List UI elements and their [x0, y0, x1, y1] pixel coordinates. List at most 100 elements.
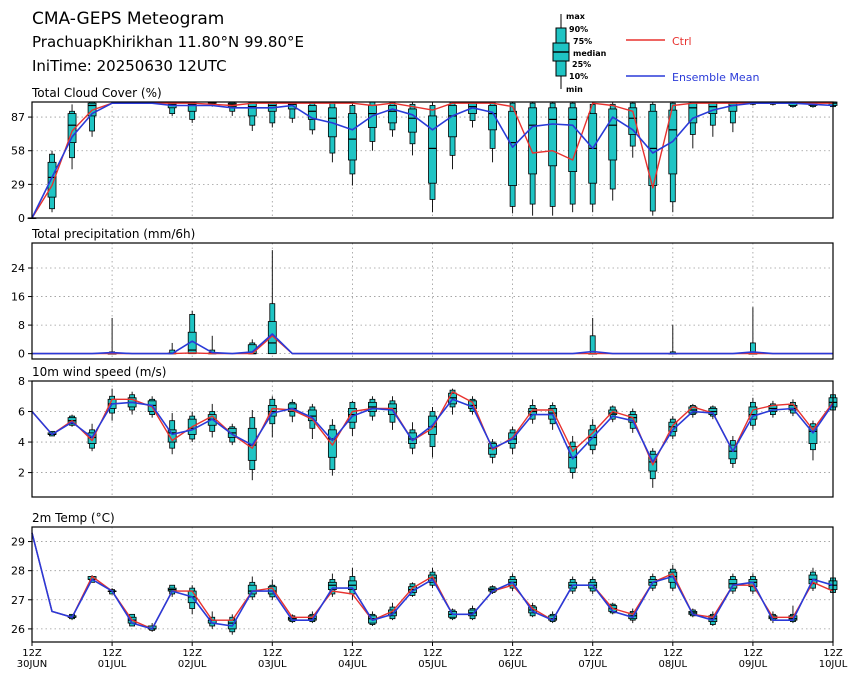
y-tick-label: 4: [18, 436, 25, 449]
y-tick-label: 2: [18, 467, 25, 480]
x-tick-hour-label: 12Z: [182, 648, 202, 659]
box-inner: [428, 115, 437, 184]
box-plot: [608, 102, 618, 201]
panel-precip: 0 8 16 24 Total precipitation (mm/6h): [11, 227, 834, 361]
box-plot: [528, 102, 538, 216]
x-tick-hour-label: 12Z: [743, 648, 763, 659]
x-tick-date-label: 10JUL: [819, 659, 848, 670]
box-inner: [528, 107, 538, 175]
box-plot: [388, 101, 397, 137]
x-tick-hour-label: 12Z: [823, 648, 843, 659]
x-tick-date-label: 03JUL: [258, 659, 287, 670]
series-line-ctrl: [31, 391, 834, 466]
box-inner: [307, 105, 317, 120]
box-inner: [608, 108, 618, 161]
series-line-ensemble-mean: [31, 532, 834, 630]
x-tick-hour-label: 12Z: [343, 648, 363, 659]
box-inner: [808, 426, 818, 444]
panel-temp: 26 27 28 29 2m Temp (°C): [11, 511, 838, 643]
y-tick-label: 24: [11, 262, 25, 275]
chart-title: CMA-GEPS Meteogram: [32, 9, 224, 29]
box-plot: [428, 102, 437, 213]
y-tick-label: 58: [11, 145, 25, 158]
box-plot: [347, 102, 357, 186]
x-tick-date-label: 07JUL: [578, 659, 607, 670]
box-plot: [187, 310, 197, 355]
box-inner: [247, 102, 257, 117]
box-plot: [327, 419, 337, 476]
box-plot: [267, 396, 277, 438]
legend-mean-label: Ensemble Mean: [672, 71, 759, 84]
box-inner: [327, 429, 337, 458]
y-tick-label: 87: [11, 111, 25, 124]
y-tick-label: 0: [18, 212, 25, 225]
panel-title: Total Cloud Cover (%): [31, 86, 162, 100]
box-plot: [167, 101, 177, 116]
box-plot: [568, 102, 578, 213]
box-inner: [628, 107, 638, 135]
box-inner: [548, 107, 558, 167]
panel-title: 2m Temp (°C): [32, 511, 115, 525]
box-plot: [408, 582, 417, 597]
box-inner: [247, 584, 257, 595]
x-tick-hour-label: 12Z: [102, 648, 122, 659]
panel-title: Total precipitation (mm/6h): [31, 227, 195, 241]
x-tick-date-label: 06JUL: [498, 659, 527, 670]
box-plot: [327, 102, 337, 163]
box-plot: [408, 102, 417, 156]
box-inner: [568, 107, 578, 173]
box-inner: [167, 429, 177, 443]
series-line-ensemble-mean: [32, 333, 833, 355]
panel-background: [32, 243, 833, 359]
box-plot: [327, 573, 337, 597]
panel-frame: [31, 380, 834, 498]
box-inner: [267, 405, 277, 417]
y-tick-label: 0: [18, 348, 25, 361]
box-plot: [708, 405, 718, 420]
init-time-label: IniTime: 20250630 12UTC: [32, 57, 227, 75]
legend: max 90% 75% median 25% 10% min Ctrl Ense…: [552, 12, 759, 94]
box-inner: [508, 110, 518, 186]
series-line-ctrl: [31, 102, 833, 219]
x-tick-date-label: 05JUL: [418, 659, 447, 670]
x-tick-hour-label: 12Z: [263, 648, 283, 659]
x-tick-date-label: 30JUN: [17, 659, 47, 670]
series-line-ensemble-mean: [31, 102, 834, 219]
x-tick-hour-label: 12Z: [503, 648, 523, 659]
y-tick-label: 8: [18, 319, 25, 332]
panel-cloud: 0 29 58 87 Total Cloud Cover (%): [11, 86, 838, 225]
y-tick-label: 29: [11, 178, 25, 191]
legend-p75-label: 75%: [573, 37, 592, 46]
x-tick-hour-label: 12Z: [663, 648, 683, 659]
box-inner: [388, 105, 397, 124]
x-tick-date-label: 01JUL: [98, 659, 127, 670]
y-tick-label: 16: [11, 291, 25, 304]
y-tick-label: 29: [11, 536, 25, 549]
panel-frame: [31, 242, 834, 360]
legend-max-label: max: [566, 12, 586, 21]
y-tick-label: 28: [11, 565, 25, 578]
box-plot: [748, 397, 758, 430]
box-plot: [728, 573, 738, 594]
box-plot: [648, 102, 658, 216]
x-tick-date-label: 08JUL: [659, 659, 688, 670]
box-inner: [688, 102, 698, 124]
x-axis: 12Z30JUN12Z01JUL12Z02JUL12Z03JUL12Z04JUL…: [17, 642, 848, 670]
box-plot: [508, 102, 518, 214]
box-plot: [548, 102, 558, 216]
box-plot: [608, 405, 618, 423]
box-inner: [408, 108, 417, 133]
series-line-ensemble-mean: [31, 398, 834, 463]
box-inner: [347, 113, 357, 161]
box-inner: [47, 161, 57, 198]
legend-p90-label: 90%: [569, 25, 588, 34]
panel-frame: [31, 101, 834, 219]
x-tick-hour-label: 12Z: [22, 648, 42, 659]
x-tick-date-label: 02JUL: [178, 659, 207, 670]
legend-min-label: min: [566, 85, 583, 94]
x-tick-date-label: 09JUL: [739, 659, 768, 670]
location-label: PrachuapKhirikhan 11.80°N 99.80°E: [32, 33, 304, 51]
x-tick-hour-label: 12Z: [583, 648, 603, 659]
